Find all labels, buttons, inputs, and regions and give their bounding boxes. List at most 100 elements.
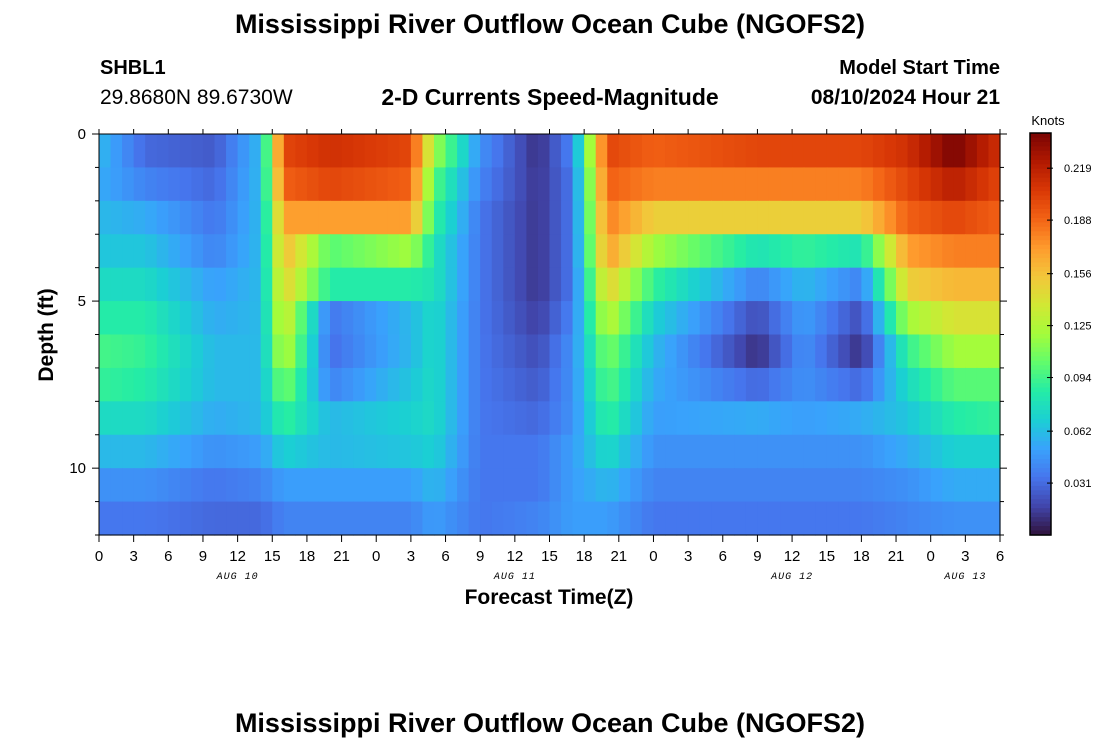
colorbar-segment <box>1030 401 1051 407</box>
heatmap-cell <box>468 267 481 302</box>
heatmap-cell <box>214 434 227 469</box>
heatmap-cell <box>410 501 424 536</box>
heatmap-cell <box>168 334 181 369</box>
heatmap-cell <box>422 334 435 369</box>
heatmap-cell <box>595 468 608 503</box>
heatmap-cell <box>965 401 978 436</box>
heatmap-cell <box>942 134 955 169</box>
heatmap-cell <box>318 434 331 469</box>
heatmap-cell <box>480 267 493 302</box>
heatmap-cell <box>202 301 216 336</box>
heatmap-cell <box>283 167 296 202</box>
heatmap-cell <box>665 334 678 369</box>
heatmap-cell <box>156 134 169 169</box>
heatmap-cell <box>526 501 539 536</box>
colorbar-segment <box>1030 468 1051 474</box>
heatmap-cell <box>491 167 504 202</box>
heatmap-cell <box>226 334 239 369</box>
heatmap-cell <box>468 401 481 436</box>
heatmap-cell <box>861 234 874 269</box>
heatmap-cell <box>792 134 805 169</box>
heatmap-cell <box>561 200 574 235</box>
heatmap-cell <box>896 200 909 235</box>
x-tick-label: 6 <box>996 548 1004 565</box>
heatmap-cell <box>630 501 643 536</box>
heatmap-cell <box>919 501 932 536</box>
heatmap-cell <box>341 267 354 302</box>
heatmap-cell <box>953 301 966 336</box>
heatmap-cell <box>410 167 424 202</box>
heatmap-cell <box>399 367 412 402</box>
heatmap-cell <box>422 301 435 336</box>
colorbar-segment <box>1030 512 1051 518</box>
heatmap-cell <box>295 267 308 302</box>
heatmap-cell <box>468 334 481 369</box>
heatmap-cell <box>445 367 458 402</box>
heatmap-cell <box>838 401 851 436</box>
heatmap-cell <box>410 334 424 369</box>
heatmap-cell <box>942 401 955 436</box>
heatmap-cell <box>768 167 782 202</box>
heatmap-cell <box>249 267 262 302</box>
colorbar-segment <box>1030 374 1051 380</box>
heatmap-cell <box>537 301 551 336</box>
heatmap-cell <box>537 334 551 369</box>
heatmap-cell <box>387 234 400 269</box>
heatmap-cell <box>872 234 886 269</box>
heatmap-cell <box>607 134 620 169</box>
heatmap-cell <box>330 267 343 302</box>
heatmap-cell <box>410 401 424 436</box>
heatmap-cell <box>953 267 966 302</box>
colorbar-segment <box>1030 141 1051 147</box>
heatmap-cell <box>665 367 678 402</box>
heatmap-cell <box>688 468 701 503</box>
heatmap-cell <box>976 200 990 235</box>
heatmap-cell <box>168 501 181 536</box>
heatmap-cell <box>780 501 793 536</box>
heatmap-cell <box>722 234 735 269</box>
heatmap-cell <box>526 200 539 235</box>
heatmap-cell <box>745 167 759 202</box>
heatmap-cell <box>399 501 412 536</box>
heatmap-cell <box>861 267 874 302</box>
colorbar-segment <box>1030 191 1051 197</box>
heatmap-cell <box>838 234 851 269</box>
heatmap-cell <box>561 401 574 436</box>
heatmap-cell <box>595 167 608 202</box>
heatmap-cell <box>156 501 169 536</box>
heatmap-cell <box>480 200 493 235</box>
heatmap-cell <box>815 167 828 202</box>
heatmap-cell <box>930 334 943 369</box>
heatmap-cell <box>376 367 389 402</box>
heatmap-cell <box>849 468 862 503</box>
heatmap-cell <box>99 234 112 269</box>
heatmap-cell <box>410 468 424 503</box>
heatmap-cell <box>99 134 112 169</box>
heatmap-cell <box>861 200 874 235</box>
heatmap-cell <box>399 234 412 269</box>
heatmap-cell <box>976 334 990 369</box>
heatmap-cell <box>988 367 1001 402</box>
heatmap-cell <box>306 501 320 536</box>
heatmap-cell <box>202 200 216 235</box>
colorbar-segment <box>1030 450 1051 456</box>
colorbar-segment <box>1030 168 1051 174</box>
heatmap-cell <box>283 301 296 336</box>
heatmap-cell <box>757 334 770 369</box>
colorbar-segment <box>1030 414 1051 420</box>
heatmap-cell <box>445 234 458 269</box>
colorbar-segment <box>1030 186 1051 192</box>
heatmap-cell <box>688 334 701 369</box>
heatmap-cell <box>503 501 516 536</box>
colorbar-segment <box>1030 351 1051 357</box>
heatmap-cell <box>988 167 1001 202</box>
heatmap-cell <box>919 468 932 503</box>
heatmap-cell <box>122 468 135 503</box>
heatmap-cell <box>537 234 551 269</box>
heatmap-cell <box>665 200 678 235</box>
heatmap-cell <box>457 434 470 469</box>
heatmap-cell <box>665 167 678 202</box>
heatmap-cell <box>110 167 123 202</box>
heatmap-cell <box>122 301 135 336</box>
x-tick-label: 6 <box>719 548 727 565</box>
